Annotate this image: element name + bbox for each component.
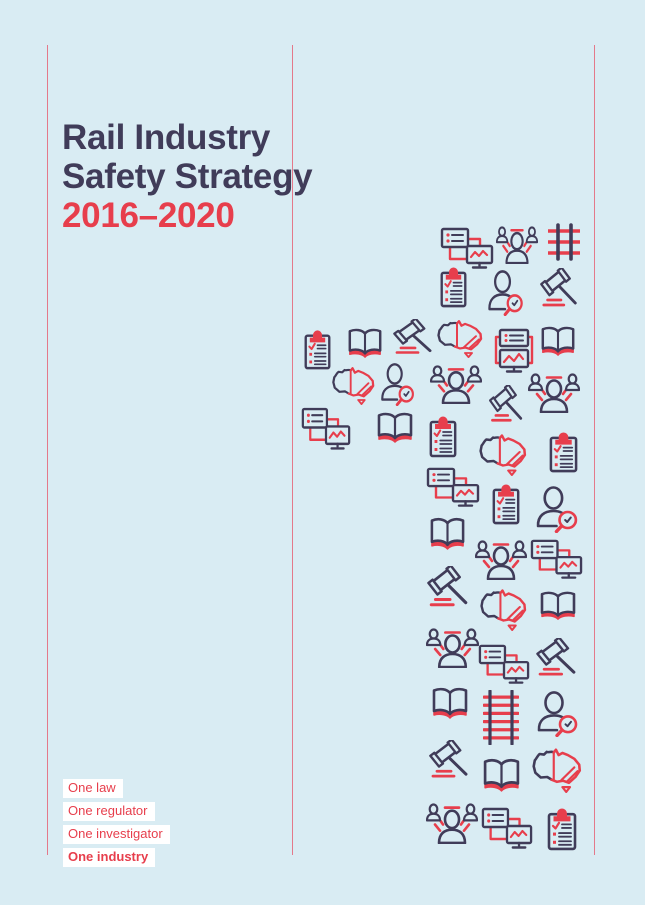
rail-track-h-icon (548, 223, 580, 261)
gavel-icon (426, 566, 472, 610)
person-magnifier-icon (486, 269, 526, 316)
screens-link-icon (481, 806, 533, 850)
screens-link-icon (426, 466, 480, 508)
screens-link-icon (301, 406, 351, 451)
australia-icon (531, 746, 583, 793)
book-icon (375, 411, 415, 444)
people-group-icon (528, 373, 580, 413)
tagline-one-regulator: One regulator (63, 802, 155, 821)
tagline-one-law: One law (63, 779, 123, 798)
clipboard-icon (303, 329, 332, 371)
title-years: 2016–2020 (62, 196, 235, 235)
book-icon (346, 327, 384, 359)
people-group-icon (475, 540, 527, 580)
clipboard-icon (428, 415, 458, 459)
tagline-one-industry: One industry (63, 848, 156, 867)
australia-icon (479, 587, 528, 631)
book-icon (538, 590, 578, 621)
person-magnifier-icon (534, 485, 581, 533)
book-icon (539, 325, 577, 357)
clipboard-icon (546, 807, 578, 852)
page-title: Rail Industry Safety Strategy 2016–2020 (62, 118, 313, 235)
guide-line-middle (292, 45, 293, 855)
australia-icon (478, 432, 528, 476)
title-line-1: Rail Industry (62, 118, 271, 157)
title-line-2: Safety Strategy (62, 157, 313, 196)
footer-tagline: One law One regulator One investigator O… (63, 779, 170, 867)
book-icon (430, 686, 470, 720)
people-group-icon (496, 226, 538, 264)
gavel-icon (488, 385, 526, 425)
people-group-icon (426, 803, 478, 844)
clipboard-icon (439, 266, 468, 309)
gavel-icon (535, 638, 580, 679)
screens-link-icon (478, 643, 530, 685)
gavel-icon (539, 268, 581, 310)
guide-line-right (594, 45, 595, 855)
gavel-icon (392, 319, 436, 357)
screens-link-icon (440, 226, 494, 270)
people-group-icon (430, 365, 482, 404)
person-magnifier-icon (535, 690, 581, 737)
person-magnifier-icon (379, 362, 417, 406)
people-group-icon (426, 628, 479, 668)
guide-line-left (47, 45, 48, 855)
book-icon (428, 516, 467, 551)
gavel-icon (428, 740, 472, 781)
australia-icon (436, 318, 484, 358)
rail-track-v-icon (483, 690, 519, 745)
screens-link-icon (530, 538, 583, 580)
tagline-one-investigator: One investigator (63, 825, 170, 844)
screens-link-v-icon (492, 328, 536, 374)
clipboard-icon (548, 431, 579, 474)
clipboard-icon (491, 483, 521, 526)
australia-icon (331, 365, 376, 405)
book-icon (481, 757, 522, 793)
